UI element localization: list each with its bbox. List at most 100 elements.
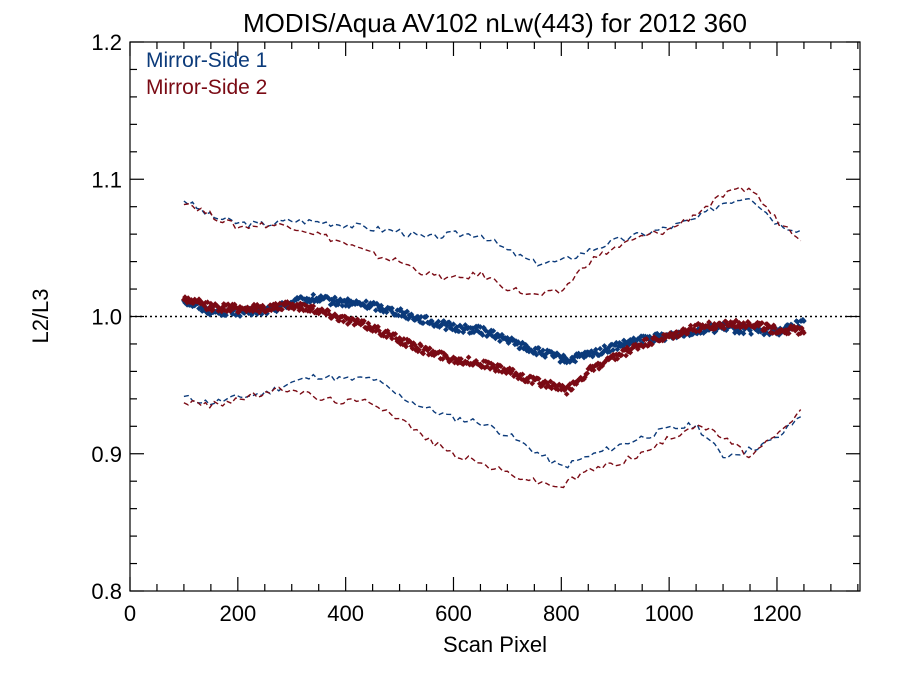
tick-labels-layer: 0 200 400 600 800 1000 1200 0.8 0.9 1.0 1.1 1.2 <box>91 30 801 626</box>
x-tick-label: 1000 <box>645 601 694 626</box>
point-series-2 <box>614 355 621 362</box>
point-series-2 <box>762 327 768 333</box>
point-series-2 <box>439 356 446 362</box>
band-upper-series-1 <box>183 197 801 267</box>
y-tick-label: 1.2 <box>91 30 122 55</box>
band-upper-series-2 <box>183 186 802 297</box>
legend-item-mirror-side-2: Mirror-Side 2 <box>146 76 267 99</box>
point-series-2 <box>279 306 285 313</box>
point-series-1 <box>456 328 462 335</box>
point-series-1 <box>363 298 369 305</box>
point-series-2 <box>509 366 516 373</box>
point-series-1 <box>540 347 546 354</box>
point-series-2 <box>458 356 464 362</box>
x-tick-label: 0 <box>124 601 136 626</box>
point-series-1 <box>237 313 243 319</box>
y-axis-label: L2/L3 <box>28 288 53 343</box>
band-lower-series-2 <box>183 386 802 489</box>
band-lower-series-1 <box>183 373 802 469</box>
point-series-2 <box>403 343 409 350</box>
point-series-2 <box>416 346 422 353</box>
y-tick-label: 0.9 <box>91 442 122 467</box>
point-series-1 <box>420 320 427 326</box>
point-series-1 <box>592 346 599 353</box>
point-series-2 <box>801 330 807 336</box>
y-tick-label: 1.1 <box>91 167 122 192</box>
point-series-2 <box>769 330 776 336</box>
point-series-2 <box>693 328 699 335</box>
point-series-2 <box>584 370 591 377</box>
point-series-2 <box>323 311 330 318</box>
point-series-2 <box>785 330 792 337</box>
x-tick-label: 1200 <box>752 601 801 626</box>
point-series-2 <box>529 380 536 387</box>
point-series-1 <box>383 309 390 316</box>
point-series-2 <box>721 325 727 332</box>
point-series-1 <box>479 332 486 338</box>
point-series-2 <box>465 354 472 361</box>
point-series-2 <box>389 335 395 342</box>
point-series-2 <box>519 371 526 378</box>
x-tick-label: 200 <box>219 601 256 626</box>
point-series-2 <box>547 378 554 385</box>
point-series-1 <box>610 347 616 353</box>
point-series-2 <box>563 391 570 397</box>
point-series-1 <box>748 331 754 337</box>
points-layer <box>181 291 807 397</box>
point-series-2 <box>673 329 680 335</box>
x-axis-label: Scan Pixel <box>443 632 547 657</box>
point-series-2 <box>498 363 504 370</box>
x-tick-label: 400 <box>327 601 364 626</box>
point-series-2 <box>392 331 399 337</box>
point-series-1 <box>389 305 395 312</box>
point-series-2 <box>569 386 575 393</box>
point-series-2 <box>375 323 381 330</box>
point-series-1 <box>613 339 620 346</box>
point-series-1 <box>740 330 747 337</box>
point-series-1 <box>533 351 540 358</box>
point-series-2 <box>361 318 367 324</box>
point-series-2 <box>418 342 424 349</box>
y-tick-label: 0.8 <box>91 579 122 604</box>
y-tick-label: 1.0 <box>91 305 122 330</box>
point-series-1 <box>435 318 442 325</box>
point-series-2 <box>525 378 531 385</box>
point-series-1 <box>310 291 317 298</box>
point-series-1 <box>597 345 603 352</box>
point-series-2 <box>420 350 427 357</box>
point-series-1 <box>332 294 338 301</box>
point-series-1 <box>490 328 497 334</box>
point-series-2 <box>706 319 712 325</box>
point-series-2 <box>670 335 677 342</box>
point-series-2 <box>623 352 629 359</box>
chart-title: MODIS/Aqua AV102 nLw(443) for 2012 360 <box>243 8 747 38</box>
point-series-2 <box>340 318 347 325</box>
point-series-2 <box>590 367 597 374</box>
point-series-2 <box>555 386 561 393</box>
point-series-1 <box>497 338 503 345</box>
x-tick-label: 600 <box>435 601 472 626</box>
point-series-2 <box>649 341 655 348</box>
bands-layer <box>183 186 802 489</box>
point-series-2 <box>759 320 765 326</box>
point-series-2 <box>426 345 433 352</box>
point-series-2 <box>618 352 625 358</box>
point-series-2 <box>227 308 234 314</box>
point-series-1 <box>423 313 430 320</box>
point-series-1 <box>372 307 379 314</box>
point-series-2 <box>771 325 778 331</box>
point-series-1 <box>397 306 404 312</box>
legend: Mirror-Side 1 Mirror-Side 2 <box>146 49 267 99</box>
x-tick-label: 800 <box>543 601 580 626</box>
legend-item-mirror-side-1: Mirror-Side 1 <box>146 49 267 72</box>
point-series-2 <box>210 306 216 313</box>
point-series-2 <box>535 375 542 382</box>
point-series-2 <box>643 336 650 342</box>
point-series-2 <box>260 304 267 310</box>
point-series-2 <box>334 313 340 320</box>
point-series-1 <box>339 302 346 309</box>
point-series-1 <box>418 313 424 320</box>
point-series-1 <box>801 318 807 324</box>
point-series-1 <box>450 321 457 328</box>
ticks-layer <box>129 41 860 592</box>
